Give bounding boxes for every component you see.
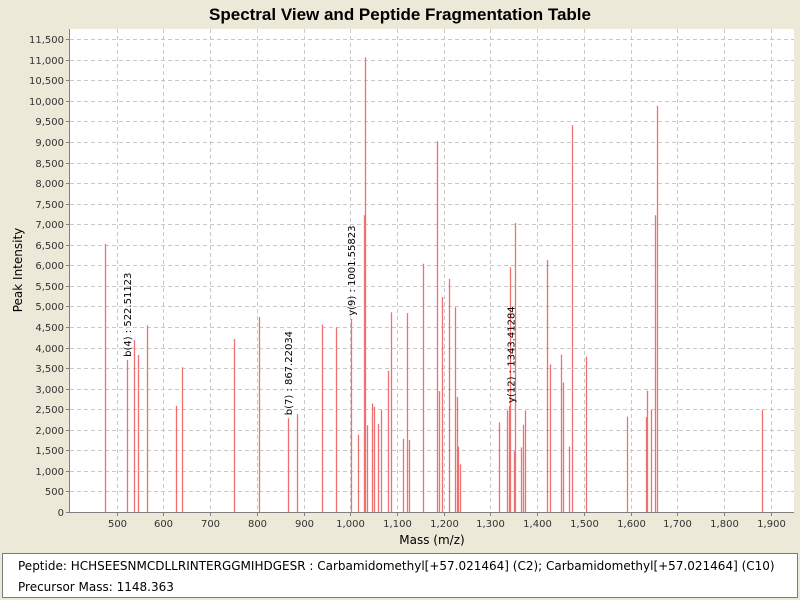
y-tick-label: 11,000: [29, 56, 64, 67]
fragment-annotation: y(12) : 1343.41284: [507, 306, 518, 403]
x-tick-label: 1,500: [570, 519, 599, 530]
x-tick-label: 1,300: [476, 519, 505, 530]
y-tick-label: 4,000: [35, 344, 64, 355]
y-tick-label: 7,000: [35, 220, 64, 231]
y-tick-label: 11,500: [29, 35, 64, 46]
y-tick-label: 5,500: [35, 282, 64, 293]
fragment-annotation: b(4) : 522.51123: [123, 273, 134, 357]
y-tick-label: 6,500: [35, 241, 64, 252]
x-tick-label: 1,200: [430, 519, 459, 530]
fragment-annotation: b(7) : 867.22034: [284, 331, 295, 415]
y-tick-label: 5,000: [35, 302, 64, 313]
x-tick-label: 600: [154, 519, 173, 530]
y-tick-label: 1,500: [35, 446, 64, 457]
y-tick-label: 2,500: [35, 405, 64, 416]
peaks-layer: [104, 57, 764, 512]
y-tick-label: 500: [45, 487, 64, 498]
x-tick-label: 1,100: [383, 519, 412, 530]
x-tick-label: 1,600: [617, 519, 646, 530]
y-tick-label: 9,000: [35, 138, 64, 149]
spectrum-chart: Spectral View and Peptide Fragmentation …: [11, 5, 794, 547]
y-tick-label: 1,000: [35, 467, 64, 478]
chart-title: Spectral View and Peptide Fragmentation …: [209, 5, 591, 24]
y-tick-label: 6,000: [35, 261, 64, 272]
precursor-mass-text: Precursor Mass: 1148.363: [18, 580, 174, 594]
y-tick-label: 3,000: [35, 385, 64, 396]
y-tick-label: 7,500: [35, 200, 64, 211]
x-tick-label: 500: [108, 519, 127, 530]
y-tick-label: 2,000: [35, 426, 64, 437]
x-tick-label: 1,900: [757, 519, 786, 530]
annotations-layer: b(4) : 522.51123 b(7) : 867.22034 y(9) : 1…: [123, 226, 517, 416]
x-tick-label: 800: [248, 519, 267, 530]
x-axis-label: Mass (m/z): [399, 533, 464, 547]
y-tick-label: 9,500: [35, 117, 64, 128]
y-tick-label: 10,500: [29, 76, 64, 87]
x-tick-label: 900: [295, 519, 314, 530]
y-tick-label: 10,000: [29, 97, 64, 108]
x-tick-label: 1,800: [710, 519, 739, 530]
fragment-annotation: y(9) : 1001.55823: [347, 226, 358, 316]
x-tick-label: 1,700: [663, 519, 692, 530]
peptide-sequence-text: Peptide: HCHSEESNMCDLLRINTERGGMIHDGESR :…: [18, 559, 775, 573]
y-tick-label: 8,000: [35, 179, 64, 190]
plot-area: [70, 29, 794, 512]
x-tick-label: 1,000: [336, 519, 365, 530]
peptide-info-panel: Peptide: HCHSEESNMCDLLRINTERGGMIHDGESR :…: [2, 553, 798, 598]
y-tick-label: 0: [58, 508, 64, 519]
y-axis-label: Peak Intensity: [11, 228, 25, 313]
x-tick-label: 700: [201, 519, 220, 530]
y-tick-label: 8,500: [35, 159, 64, 170]
grid: [70, 29, 794, 512]
x-tick-label: 1,400: [523, 519, 552, 530]
axes: 0 500 1,000 1,500 2,000 2,500 3,000 3,500 4,000 4…: [29, 29, 794, 530]
y-tick-label: 4,500: [35, 323, 64, 334]
y-tick-label: 3,500: [35, 364, 64, 375]
